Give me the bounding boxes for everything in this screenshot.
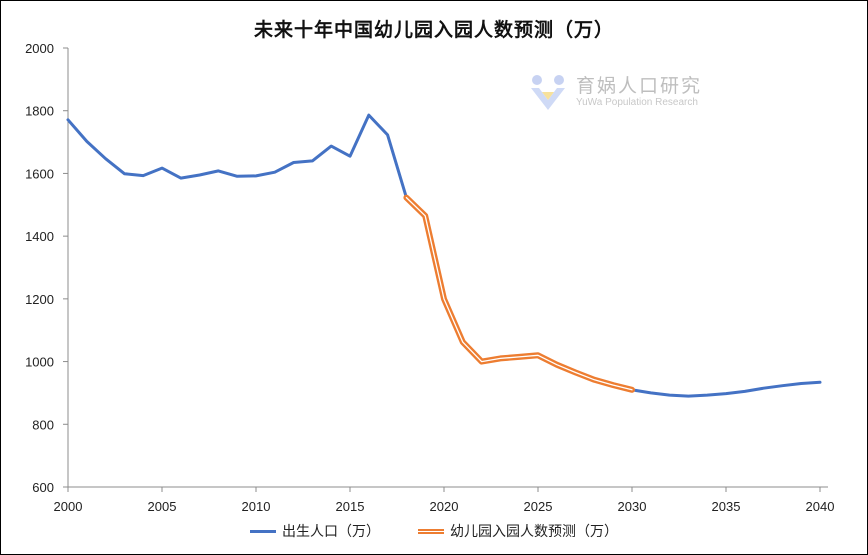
y-tick-label: 2000 — [25, 41, 54, 56]
x-tick-label: 2010 — [242, 499, 271, 514]
series-line-enrollment — [403, 194, 635, 393]
y-tick-label: 1800 — [25, 104, 54, 119]
x-tick-label: 2005 — [148, 499, 177, 514]
legend-entry-enrollment: 幼儿园入园人数预测（万） — [418, 521, 618, 541]
yuwa-logo-icon — [531, 75, 565, 110]
x-tick-label: 2035 — [712, 499, 741, 514]
legend-swatch-enrollment — [418, 528, 444, 534]
x-tick-label: 2020 — [430, 499, 459, 514]
legend-swatch-birth — [250, 529, 276, 533]
legend-label-birth: 出生人口（万） — [282, 524, 380, 540]
x-tick-label: 2000 — [54, 499, 83, 514]
series-line-birth — [66, 113, 822, 398]
y-tick-label: 600 — [32, 480, 54, 495]
x-tick-label: 2015 — [336, 499, 365, 514]
y-tick-label: 1600 — [25, 166, 54, 181]
chart-title: 未来十年中国幼儿园入园人数预测（万） — [253, 19, 614, 41]
x-tick-label: 2040 — [806, 499, 835, 514]
watermark-subtext: YuWa Population Research — [576, 97, 698, 108]
x-tick-label: 2030 — [618, 499, 647, 514]
y-tick-label: 800 — [32, 417, 54, 432]
legend-entry-birth: 出生人口（万） — [250, 521, 380, 541]
legend: 出生人口（万） 幼儿园入园人数预测（万） — [0, 521, 868, 541]
y-tick-label: 1400 — [25, 229, 54, 244]
series-line-enrollment-inner — [405, 196, 633, 391]
legend-label-enrollment: 幼儿园入园人数预测（万） — [450, 524, 618, 540]
x-tick-label: 2025 — [524, 499, 553, 514]
y-tick-label: 1200 — [25, 292, 54, 307]
watermark-text: 育娲人口研究 — [576, 75, 703, 97]
y-tick-label: 1000 — [25, 355, 54, 370]
watermark: 育娲人口研究 YuWa Population Research — [528, 72, 702, 112]
